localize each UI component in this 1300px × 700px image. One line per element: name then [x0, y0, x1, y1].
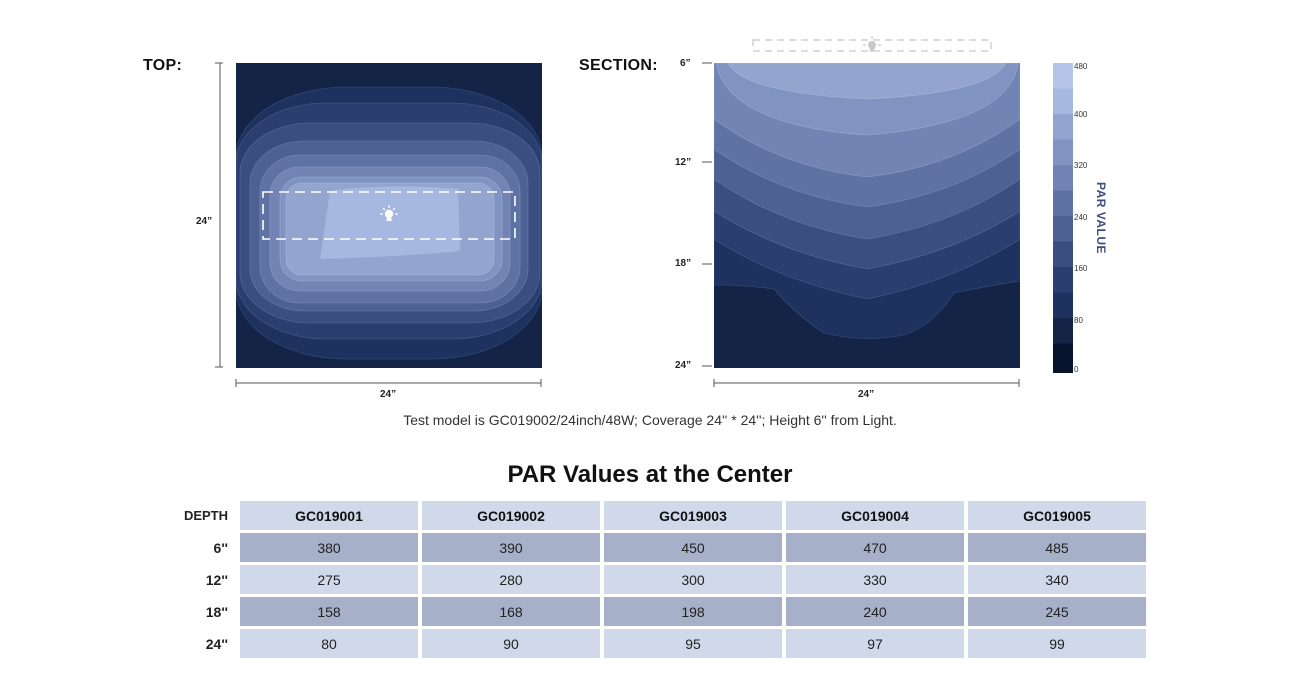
lightbulb-icon — [380, 205, 398, 221]
section-tick-18: 18” — [675, 258, 692, 269]
legend-swatch-9 — [1053, 114, 1073, 140]
section-tick-6: 6” — [680, 58, 691, 69]
table-row: 12'' 275 280 300 330 340 — [164, 565, 1146, 594]
test-model-caption: Test model is GC019002/24inch/48W; Cover… — [403, 412, 897, 428]
section-contour-9 — [727, 63, 1007, 100]
table-cell: 470 — [786, 533, 964, 562]
model-header-2: GC019002 — [422, 501, 600, 530]
model-header-1: GC019001 — [240, 501, 418, 530]
top-dimension-lines — [215, 62, 542, 387]
legend-swatch-5 — [1053, 216, 1073, 242]
section-view-heatmap — [714, 63, 1020, 368]
par-values-table: DEPTH GC019001 GC019002 GC019003 GC01900… — [160, 498, 1150, 661]
legend-swatch-0 — [1053, 343, 1073, 373]
light-fixture-outline — [262, 191, 516, 240]
top-view-title: TOP: — [143, 57, 183, 74]
section-tick-12: 12” — [675, 157, 692, 168]
par-legend-colorbar — [1053, 63, 1073, 373]
table-row: 18'' 158 168 198 240 245 — [164, 597, 1146, 626]
table-cell: 390 — [422, 533, 600, 562]
legend-tick-400: 400 — [1074, 110, 1088, 119]
section-lightbulb-icon — [863, 36, 881, 52]
depth-header: DEPTH — [183, 508, 228, 523]
section-dimension-lines — [702, 62, 1020, 387]
table-cell: 95 — [604, 629, 782, 658]
table-cell: 80 — [240, 629, 418, 658]
table-cell: 300 — [604, 565, 782, 594]
depth-label: 18'' — [205, 603, 228, 620]
table-row: 24'' 80 90 95 97 99 — [164, 629, 1146, 658]
model-header-4: GC019004 — [786, 501, 964, 530]
table-cell: 240 — [786, 597, 964, 626]
depth-label: 12'' — [205, 571, 228, 588]
legend-tick-0: 0 — [1074, 365, 1079, 374]
table-cell: 275 — [240, 565, 418, 594]
legend-swatch-11 — [1053, 63, 1073, 89]
legend-tick-320: 320 — [1074, 161, 1088, 170]
table-cell: 99 — [968, 629, 1146, 658]
table-cell: 280 — [422, 565, 600, 594]
table-cell: 168 — [422, 597, 600, 626]
table-cell: 450 — [604, 533, 782, 562]
legend-swatch-2 — [1053, 292, 1073, 319]
legend-swatch-10 — [1053, 88, 1073, 115]
top-side-dimension-label: 24” — [196, 216, 213, 227]
model-header-5: GC019005 — [968, 501, 1146, 530]
legend-tick-80: 80 — [1074, 316, 1083, 325]
legend-swatch-4 — [1053, 241, 1073, 268]
table-cell: 90 — [422, 629, 600, 658]
top-bottom-dimension-label: 24” — [380, 389, 397, 400]
section-tick-24: 24” — [675, 360, 692, 371]
legend-title: PAR VALUE — [1094, 182, 1108, 255]
top-view-heatmap — [236, 63, 542, 368]
table-cell: 340 — [968, 565, 1146, 594]
table-cell: 245 — [968, 597, 1146, 626]
table-cell: 485 — [968, 533, 1146, 562]
depth-label: 6'' — [213, 539, 228, 556]
table-title: PAR Values at the Center — [507, 461, 793, 488]
section-light-fixture — [752, 36, 992, 52]
legend-tick-480: 480 — [1074, 62, 1088, 71]
table-cell: 158 — [240, 597, 418, 626]
section-bottom-dimension-label: 24” — [858, 389, 875, 400]
legend-tick-240: 240 — [1074, 213, 1088, 222]
model-header-3: GC019003 — [604, 501, 782, 530]
section-view-title: SECTION: — [579, 57, 658, 74]
depth-label: 24'' — [205, 635, 228, 652]
table-cell: 198 — [604, 597, 782, 626]
legend-swatch-6 — [1053, 190, 1073, 217]
table-row: 6'' 380 390 450 470 485 — [164, 533, 1146, 562]
top-contour-10 — [320, 186, 460, 259]
legend-tick-160: 160 — [1074, 264, 1088, 273]
table-header-row: DEPTH GC019001 GC019002 GC019003 GC01900… — [164, 501, 1146, 530]
table-cell: 380 — [240, 533, 418, 562]
legend-swatch-8 — [1053, 139, 1073, 166]
legend-swatch-3 — [1053, 267, 1073, 293]
legend-swatch-7 — [1053, 165, 1073, 191]
table-cell: 97 — [786, 629, 964, 658]
table-cell: 330 — [786, 565, 964, 594]
legend-swatch-1 — [1053, 318, 1073, 344]
